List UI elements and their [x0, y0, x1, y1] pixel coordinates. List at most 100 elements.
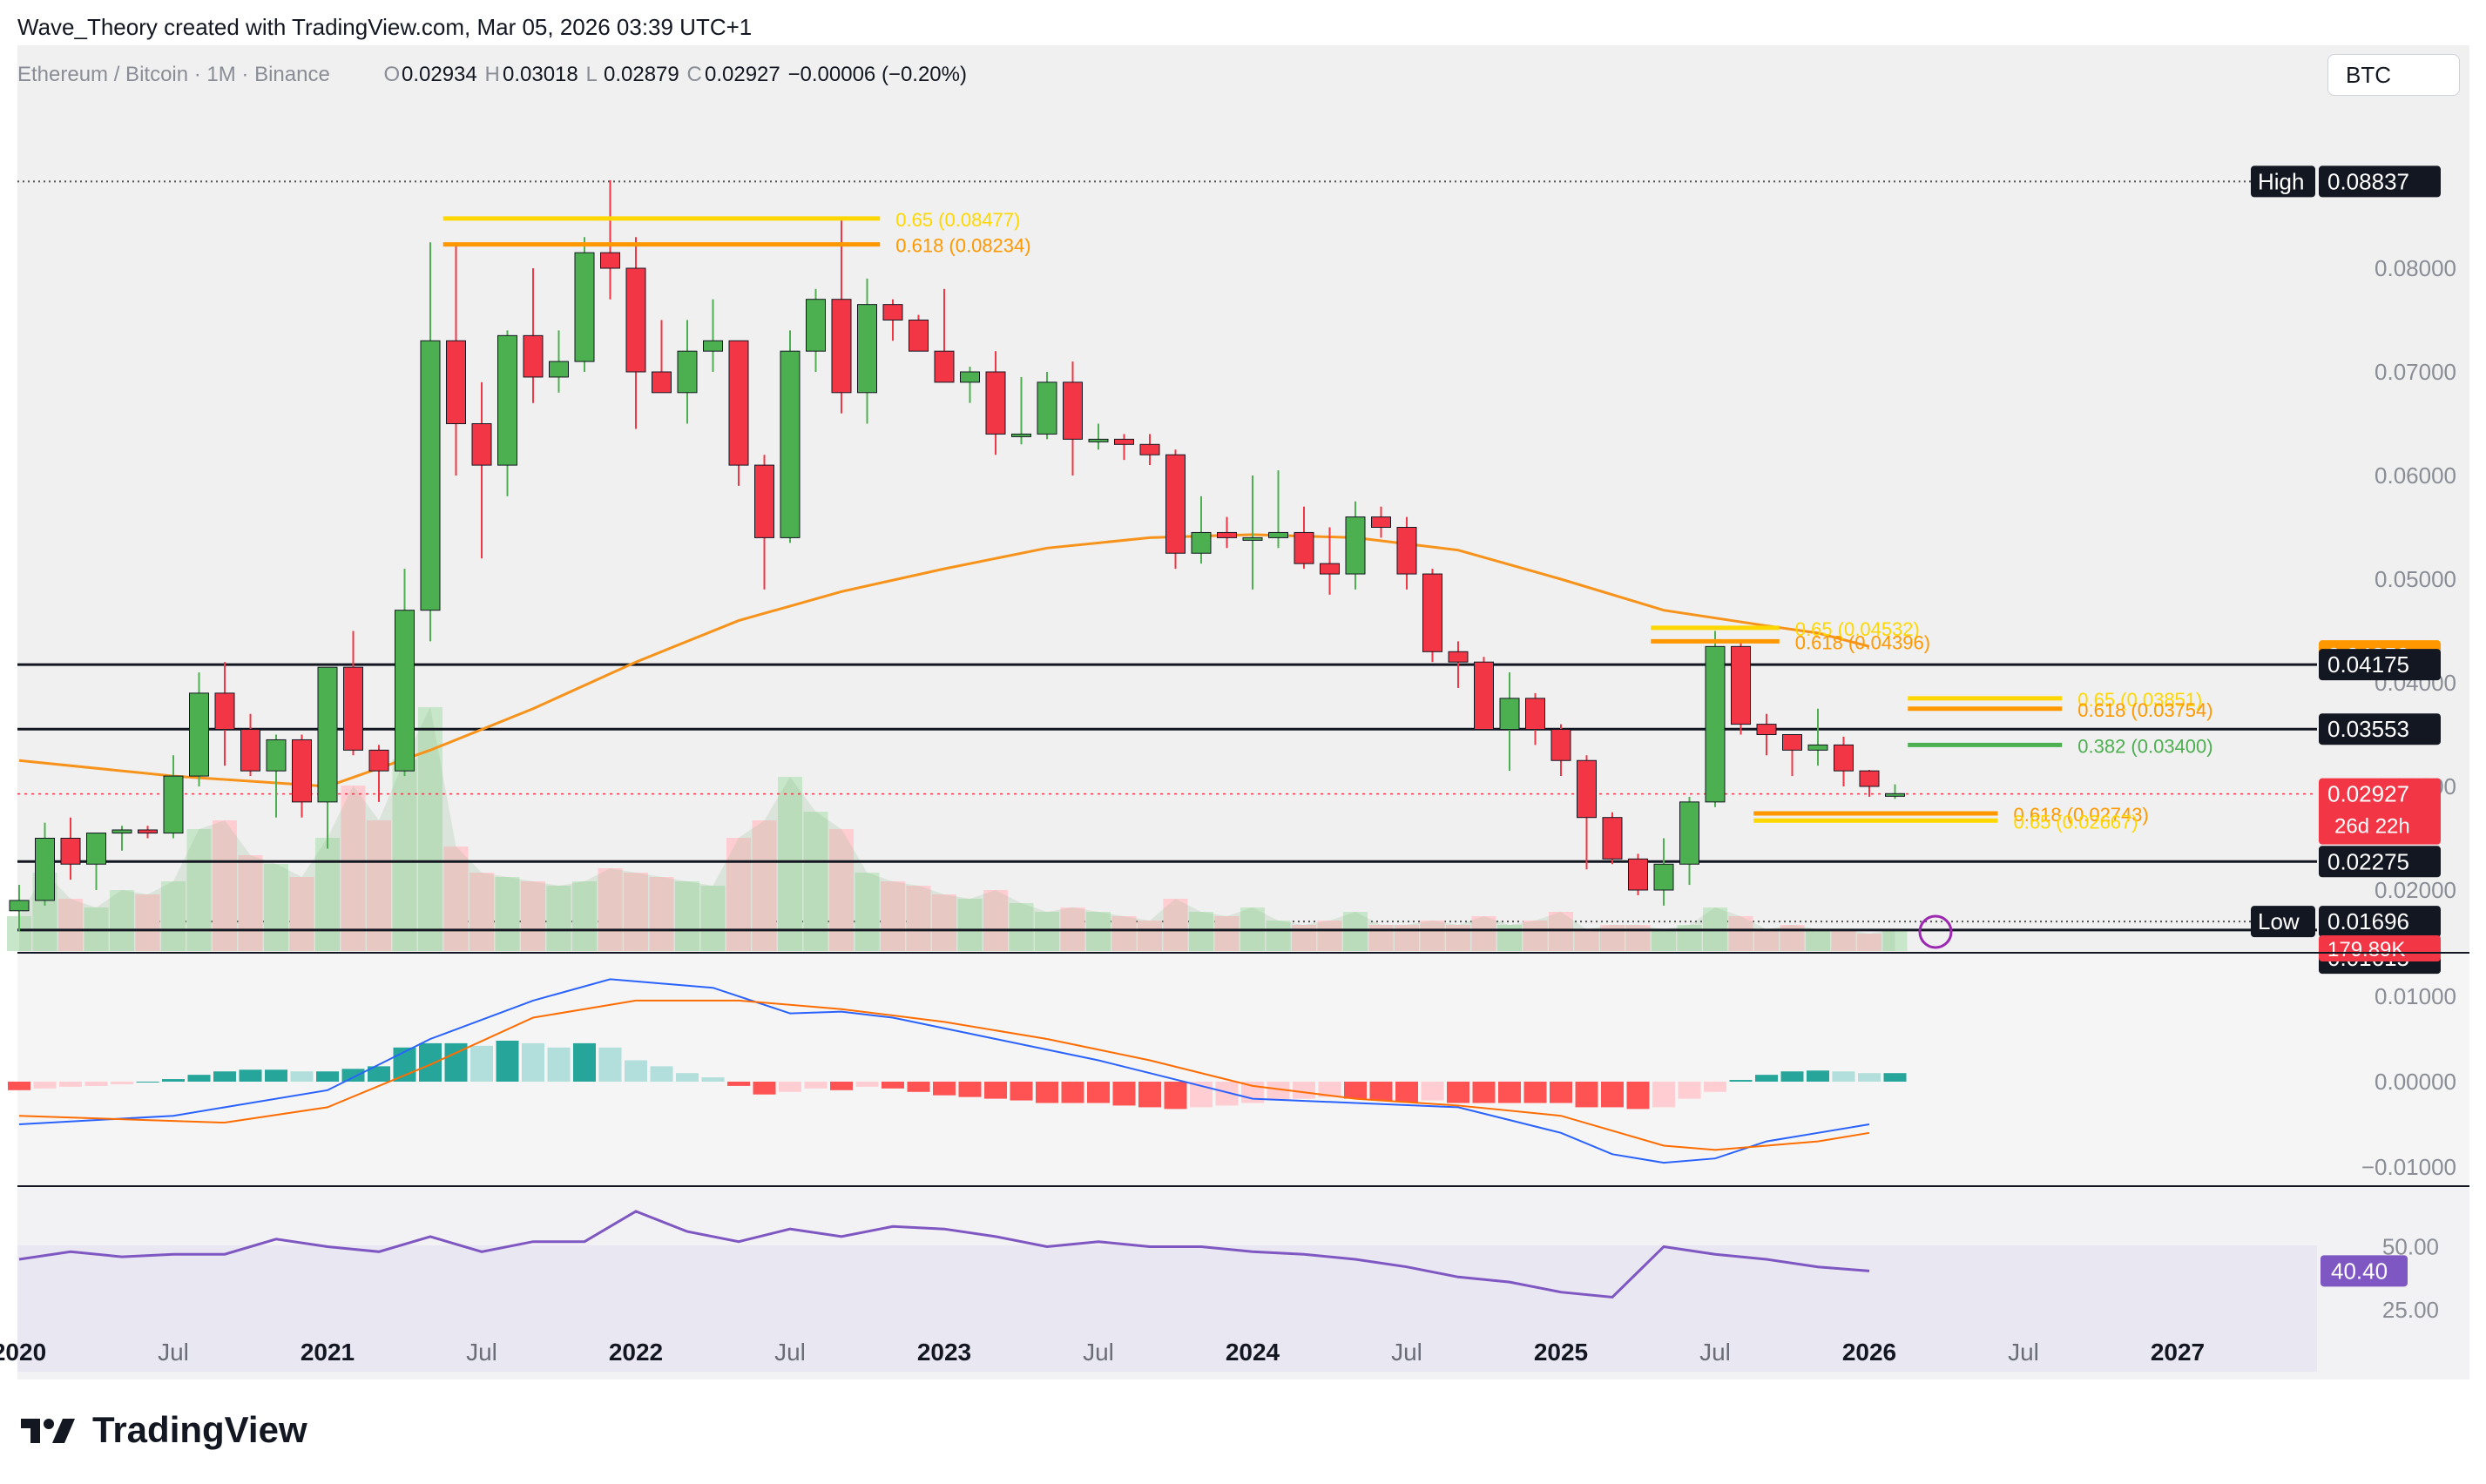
candle-body[interactable]: [163, 775, 184, 834]
candle-body[interactable]: [317, 666, 338, 803]
volume-bar: [1214, 916, 1240, 951]
candle-body[interactable]: [1782, 734, 1802, 751]
candle-body[interactable]: [1217, 531, 1237, 538]
macd-histogram-bar: [573, 1042, 596, 1082]
candle-body[interactable]: [240, 729, 260, 772]
candle-body[interactable]: [1550, 729, 1571, 761]
macd-histogram-bar: [1755, 1075, 1778, 1082]
volume-bar: [443, 847, 469, 951]
y-axis-tick-label: 0.08000: [2375, 255, 2456, 281]
candle-body[interactable]: [523, 334, 544, 378]
candle-body[interactable]: [189, 692, 209, 777]
candle-body[interactable]: [138, 829, 158, 834]
candle-body[interactable]: [368, 749, 389, 772]
candle-body[interactable]: [625, 267, 646, 373]
close-label: C: [687, 63, 702, 86]
volume-bar: [726, 838, 751, 951]
candle-body[interactable]: [600, 252, 620, 269]
candle-body[interactable]: [1628, 858, 1648, 891]
candle-body[interactable]: [806, 299, 826, 352]
macd-histogram-bar: [1678, 1082, 1701, 1099]
candle-body[interactable]: [1294, 531, 1314, 564]
candle-body[interactable]: [343, 666, 363, 751]
volume-bar: [983, 890, 1008, 951]
candle-body[interactable]: [703, 340, 723, 352]
candle-body[interactable]: [1114, 438, 1134, 445]
candle-body[interactable]: [1705, 645, 1726, 803]
candle-body[interactable]: [985, 371, 1006, 435]
candle-body[interactable]: [446, 340, 466, 424]
candle-body[interactable]: [1320, 563, 1340, 575]
candle-body[interactable]: [1371, 516, 1391, 528]
candle-body[interactable]: [1088, 438, 1109, 442]
candle-body[interactable]: [934, 350, 955, 383]
candle-body[interactable]: [1345, 516, 1366, 575]
candle-body[interactable]: [1448, 651, 1469, 663]
price-axis-label-bg: [2319, 906, 2441, 938]
replay-icon[interactable]: [1918, 914, 1953, 949]
candle-body[interactable]: [574, 252, 595, 362]
candle-body[interactable]: [1602, 817, 1623, 860]
candle-body[interactable]: [1037, 381, 1057, 435]
candle-body[interactable]: [1653, 863, 1674, 891]
candle-body[interactable]: [395, 610, 415, 772]
candle-body[interactable]: [497, 334, 517, 466]
candle-body[interactable]: [857, 304, 877, 394]
candle-body[interactable]: [677, 350, 698, 394]
candle-body[interactable]: [1011, 433, 1031, 437]
fib-level-label: 0.65 (0.04532): [1795, 618, 1920, 640]
macd-histogram-bar: [470, 1045, 493, 1082]
candle-body[interactable]: [471, 423, 492, 466]
candle-body[interactable]: [1577, 759, 1597, 819]
candle-body[interactable]: [1474, 661, 1494, 731]
candle-body[interactable]: [1885, 793, 1905, 797]
candle-body[interactable]: [60, 838, 81, 865]
macd-histogram-bar: [598, 1047, 622, 1082]
candle-body[interactable]: [9, 900, 30, 912]
candle-body[interactable]: [214, 692, 235, 731]
candle-body[interactable]: [754, 464, 774, 538]
candle-body[interactable]: [111, 829, 132, 834]
candle-body[interactable]: [728, 340, 749, 466]
candle-body[interactable]: [1807, 744, 1828, 751]
macd-histogram-bar: [33, 1082, 57, 1089]
currency-selector[interactable]: BTC: [2327, 54, 2460, 96]
macd-histogram-bar: [1601, 1082, 1624, 1108]
candle-body[interactable]: [909, 320, 929, 352]
x-axis-tick-label: 2023: [917, 1339, 971, 1366]
volume-bar: [1035, 912, 1059, 951]
chart-canvas[interactable]: Ethereum / Bitcoin · 1M · Binance O 0.0293…: [0, 0, 2486, 1411]
candle-body[interactable]: [882, 304, 903, 320]
candle-body[interactable]: [1525, 698, 1545, 731]
candle-body[interactable]: [292, 739, 312, 803]
candle-body[interactable]: [1242, 536, 1263, 541]
candle-body[interactable]: [780, 350, 801, 538]
macd-histogram-bar: [882, 1082, 904, 1089]
candle-body[interactable]: [1396, 527, 1417, 575]
candle-body[interactable]: [831, 299, 852, 394]
candle-body[interactable]: [35, 838, 55, 901]
low-value: 0.02879: [604, 63, 679, 86]
candle-body[interactable]: [1139, 443, 1160, 455]
macd-histogram-bar: [1807, 1070, 1829, 1082]
rsi-band: [17, 1245, 2317, 1372]
candle-body[interactable]: [1499, 698, 1520, 731]
candle-body[interactable]: [1422, 573, 1442, 652]
candle-body[interactable]: [86, 833, 106, 865]
candle-body[interactable]: [266, 739, 287, 772]
volume-bar: [778, 777, 802, 951]
candle-body[interactable]: [420, 340, 441, 611]
candle-body[interactable]: [1731, 645, 1751, 725]
candle-body[interactable]: [1268, 531, 1288, 538]
candle-body[interactable]: [652, 371, 672, 394]
candle-body[interactable]: [1756, 724, 1777, 735]
volume-bar: [110, 890, 134, 951]
candle-body[interactable]: [1165, 454, 1186, 554]
candle-body[interactable]: [1859, 770, 1880, 787]
candle-body[interactable]: [960, 371, 980, 383]
candle-body[interactable]: [549, 361, 569, 378]
candle-body[interactable]: [1191, 531, 1212, 554]
candle-body[interactable]: [1063, 381, 1083, 440]
candle-body[interactable]: [1834, 744, 1854, 772]
candle-body[interactable]: [1679, 801, 1699, 865]
